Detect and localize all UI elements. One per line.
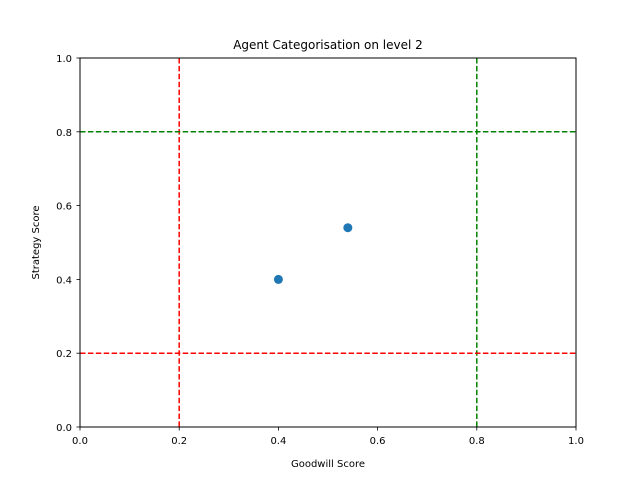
chart-title: Agent Categorisation on level 2	[233, 38, 423, 52]
y-axis-label: Strategy Score	[31, 205, 42, 279]
x-tick-label: 0.4	[270, 436, 286, 447]
x-tick-label: 0.6	[370, 436, 386, 447]
y-tick-label: 1.0	[56, 54, 72, 65]
data-point	[273, 274, 283, 284]
y-tick-label: 0.2	[56, 349, 72, 360]
y-tick-label: 0.0	[56, 423, 72, 434]
x-tick-label: 0.8	[469, 436, 485, 447]
y-tick-label: 0.6	[56, 202, 72, 213]
y-tick-label: 0.8	[56, 128, 72, 139]
data-point	[343, 223, 353, 233]
y-tick-label: 0.4	[56, 275, 72, 286]
x-axis-label: Goodwill Score	[291, 459, 365, 470]
axis-ticks: 0.0 0.2 0.4 0.6 0.8 1.0 0.0 0.2 0.4 0.6 0.8 1.0	[56, 54, 584, 447]
plot-area	[80, 58, 576, 427]
x-tick-label: 0.0	[72, 436, 88, 447]
x-tick-label: 0.2	[171, 436, 187, 447]
x-tick-label: 1.0	[568, 436, 584, 447]
plot-frame	[79, 57, 577, 428]
